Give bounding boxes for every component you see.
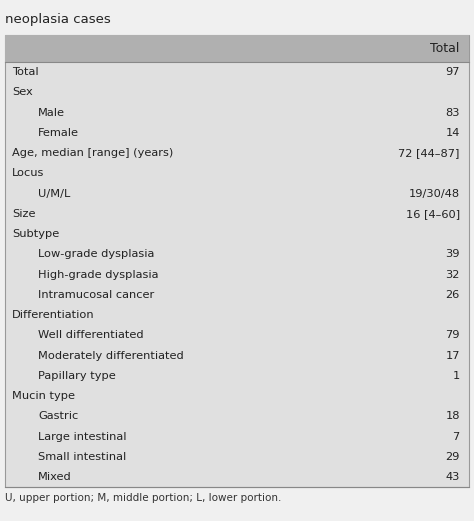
- Text: High-grade dysplasia: High-grade dysplasia: [38, 269, 158, 280]
- Text: Papillary type: Papillary type: [38, 371, 116, 381]
- Text: Age, median [range] (years): Age, median [range] (years): [12, 148, 173, 158]
- Text: 97: 97: [445, 67, 460, 77]
- Text: Gastric: Gastric: [38, 411, 78, 421]
- Text: Sex: Sex: [12, 88, 33, 97]
- Text: Mixed: Mixed: [38, 472, 72, 482]
- Text: 39: 39: [445, 250, 460, 259]
- Text: Small intestinal: Small intestinal: [38, 452, 126, 462]
- Text: 16 [4–60]: 16 [4–60]: [406, 209, 460, 219]
- Text: Moderately differentiated: Moderately differentiated: [38, 351, 183, 361]
- Bar: [5, 35, 469, 62]
- Text: 72 [44–87]: 72 [44–87]: [399, 148, 460, 158]
- Text: Female: Female: [38, 128, 79, 138]
- Text: 79: 79: [445, 330, 460, 340]
- Text: Size: Size: [12, 209, 36, 219]
- Text: 18: 18: [445, 411, 460, 421]
- Text: 19/30/48: 19/30/48: [409, 189, 460, 199]
- Text: 14: 14: [446, 128, 460, 138]
- Text: 43: 43: [446, 472, 460, 482]
- Text: Low-grade dysplasia: Low-grade dysplasia: [38, 250, 155, 259]
- Text: U/M/L: U/M/L: [38, 189, 70, 199]
- Text: 1: 1: [453, 371, 460, 381]
- Text: U, upper portion; M, middle portion; L, lower portion.: U, upper portion; M, middle portion; L, …: [5, 493, 281, 503]
- Text: Male: Male: [38, 108, 65, 118]
- Text: 17: 17: [445, 351, 460, 361]
- Text: Total: Total: [12, 67, 38, 77]
- Bar: [5, 35, 469, 487]
- Text: Large intestinal: Large intestinal: [38, 431, 127, 441]
- Text: Mucin type: Mucin type: [12, 391, 75, 401]
- Text: 26: 26: [446, 290, 460, 300]
- Text: 32: 32: [446, 269, 460, 280]
- Text: Total: Total: [430, 42, 460, 55]
- Text: 29: 29: [446, 452, 460, 462]
- Text: Subtype: Subtype: [12, 229, 59, 239]
- Text: Locus: Locus: [12, 168, 44, 178]
- Text: neoplasia cases: neoplasia cases: [5, 13, 110, 26]
- Text: Differentiation: Differentiation: [12, 310, 94, 320]
- Text: 83: 83: [445, 108, 460, 118]
- Text: Well differentiated: Well differentiated: [38, 330, 144, 340]
- Text: Intramucosal cancer: Intramucosal cancer: [38, 290, 154, 300]
- Text: 7: 7: [453, 431, 460, 441]
